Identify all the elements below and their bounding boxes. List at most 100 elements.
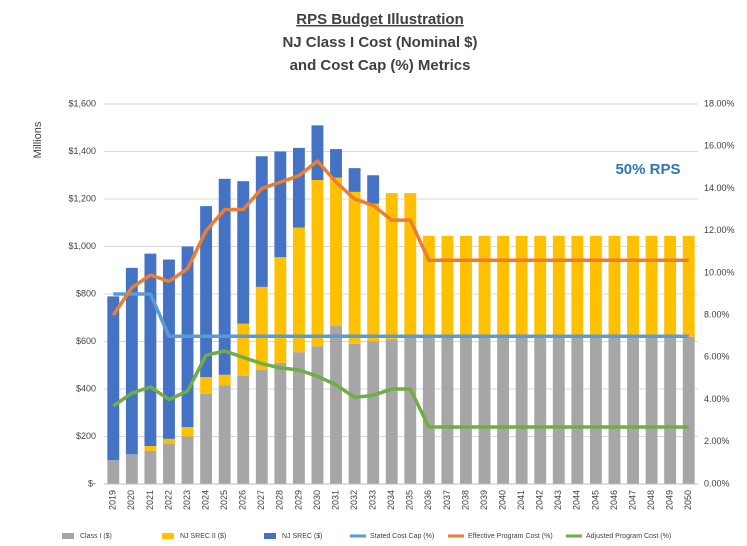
x-tick-label: 2028	[275, 490, 285, 510]
bar-segment	[664, 336, 677, 484]
bar-segment	[218, 374, 231, 386]
x-tick-label: 2019	[108, 490, 118, 510]
bar-segment	[237, 181, 250, 324]
y-tick-label: $1,000	[68, 241, 96, 251]
bar-segment	[311, 125, 324, 180]
bar-segment	[367, 203, 380, 342]
y2-tick-label: 6.00%	[704, 352, 730, 362]
bar-segment	[163, 438, 175, 444]
bar-segment	[571, 336, 584, 484]
x-tick-label: 2038	[460, 490, 470, 510]
bar-segment	[144, 253, 157, 446]
bar-segment	[404, 336, 417, 484]
chart-subtitle: NJ Class I Cost (Nominal $)	[282, 34, 477, 51]
x-tick-label: 2027	[256, 490, 266, 510]
y-tick-label: $200	[76, 431, 96, 441]
x-tick-label: 2036	[423, 490, 433, 510]
bar-segment	[422, 336, 435, 484]
x-tick-label: 2048	[646, 490, 656, 510]
y-tick-label: $-	[88, 478, 96, 488]
bar-segment	[385, 193, 398, 340]
bar-segment	[497, 235, 510, 337]
x-tick-label: 2030	[312, 490, 322, 510]
y-tick-label: $1,200	[68, 193, 96, 203]
x-tick-label: 2047	[627, 490, 637, 510]
bar-segment	[348, 191, 361, 344]
x-tick-label: 2043	[553, 490, 563, 510]
bar-segment	[255, 156, 268, 287]
x-tick-label: 2021	[145, 490, 155, 510]
bar-segment	[460, 235, 472, 337]
bar-segment	[608, 235, 621, 337]
x-tick-label: 2034	[386, 490, 396, 510]
line	[111, 159, 689, 317]
y2-tick-label: 14.00%	[704, 183, 735, 193]
y-axis-label: Millions	[32, 121, 44, 158]
y2-tick-label: 2.00%	[704, 436, 730, 446]
legend-label: Stated Cost Cap (%)	[370, 533, 434, 540]
y2-tick-label: 18.00%	[704, 98, 735, 108]
x-tick-label: 2032	[349, 490, 359, 510]
bar-segment	[441, 235, 454, 337]
legend-label: NJ SREC II ($)	[180, 533, 226, 540]
bar-segment	[311, 180, 324, 347]
line	[113, 292, 689, 338]
y2-tick-label: 8.00%	[704, 309, 730, 319]
bar-segment	[292, 352, 305, 484]
bar-segment	[181, 436, 194, 484]
x-tick-label: 2022	[163, 490, 173, 510]
chart-title: RPS Budget Illustration	[296, 11, 464, 28]
bar-segment	[255, 286, 268, 370]
x-tick-label: 2041	[516, 490, 526, 510]
bar-segment	[367, 175, 380, 204]
legend-swatch	[264, 533, 276, 539]
bar-segment	[627, 336, 639, 484]
bar-segment	[441, 336, 454, 484]
bar-segment	[274, 362, 287, 484]
legend-label: NJ SREC ($)	[282, 533, 322, 540]
bar-segment	[571, 235, 584, 337]
bar-segment	[385, 339, 398, 484]
bar-segment	[515, 336, 528, 484]
bar-segment	[311, 346, 324, 484]
y2-tick-label: 12.00%	[704, 225, 735, 235]
x-tick-label: 2042	[535, 490, 545, 510]
y2-tick-label: 10.00%	[704, 267, 735, 277]
bar-segment	[237, 323, 250, 376]
bar-segment	[552, 336, 565, 484]
x-tick-label: 2040	[497, 490, 507, 510]
bar-segment	[107, 296, 120, 461]
bar-segment	[200, 377, 213, 394]
bar-segment	[330, 177, 342, 327]
bar-segment	[292, 147, 305, 228]
bar-segment	[200, 206, 213, 378]
bar-segment	[163, 259, 175, 439]
bar-segment	[255, 370, 268, 484]
y-tick-label: $1,600	[68, 98, 96, 108]
y2-tick-label: 4.00%	[704, 394, 730, 404]
legend-label: Effective Program Cost (%)	[468, 533, 553, 540]
bar-segment	[460, 336, 472, 484]
bar-segment	[478, 235, 491, 337]
y-tick-label: $400	[76, 383, 96, 393]
x-tick-label: 2024	[200, 490, 210, 510]
bar-segment	[181, 427, 194, 437]
bar-segment	[608, 336, 621, 484]
y-tick-label: $600	[76, 336, 96, 346]
bar-segment	[589, 235, 602, 337]
bar-segment	[645, 235, 658, 337]
x-tick-label: 2035	[405, 490, 415, 510]
bar-segment	[404, 193, 417, 337]
bar-segment	[125, 454, 138, 484]
bar-segment	[218, 385, 231, 484]
x-tick-label: 2045	[590, 490, 600, 510]
bar-segment	[367, 341, 380, 484]
bar-segment	[107, 460, 120, 484]
x-tick-label: 2023	[182, 490, 192, 510]
bar-segment	[274, 151, 287, 258]
bar-segment	[534, 235, 547, 337]
bar-segment	[330, 149, 342, 178]
bar-segment	[163, 443, 175, 484]
x-tick-label: 2033	[368, 490, 378, 510]
